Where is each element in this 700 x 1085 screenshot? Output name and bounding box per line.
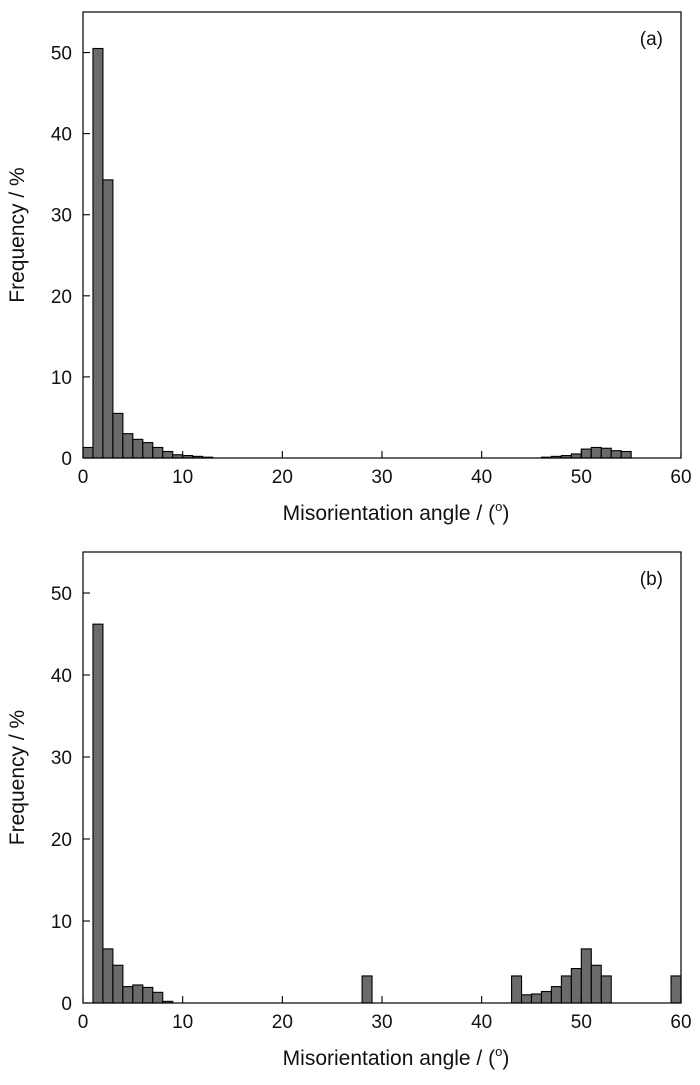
bar-b-2	[112, 964, 124, 1004]
bar-a-6	[142, 442, 154, 459]
bar-b-6	[152, 991, 164, 1004]
bar-b-17	[590, 964, 602, 1004]
bar-b-16	[580, 948, 592, 1004]
x-tick-label-a-0: 0	[78, 467, 89, 488]
bar-a-1	[92, 47, 104, 459]
x-axis-title-a: Misorientation angle / (o)	[283, 499, 510, 525]
y-tick-label-b-0: 0	[61, 994, 72, 1015]
y-axis-title-a: Frequency / %	[6, 167, 29, 302]
bar-a-3	[112, 412, 124, 459]
histogram-chart-a: 0 10 20 30 40 50 60 0 10 20 30 40 50 Misorientation a…	[6, 11, 692, 525]
panel-label-a: (a)	[640, 29, 663, 50]
x-tick-label-a-4: 40	[471, 467, 492, 488]
y-tick-label-b-1: 10	[51, 912, 72, 933]
bar-b-3	[122, 986, 134, 1004]
x-tick-label-b-5: 50	[571, 1012, 592, 1033]
bar-a-16	[570, 453, 582, 459]
x-tick-label-b-2: 20	[272, 1012, 293, 1033]
y-tick-label-a-0: 0	[61, 449, 72, 470]
bar-b-13	[550, 986, 562, 1004]
histogram-chart-b: 0 10 20 30 40 50 60 0 10 20 30 40 50 Misorientation a…	[6, 551, 692, 1070]
x-tick-label-b-6: 60	[670, 1012, 691, 1033]
bar-b-15	[570, 968, 582, 1004]
bar-b-4	[132, 984, 144, 1004]
bar-a-7	[152, 446, 164, 459]
bar-b-19	[670, 975, 682, 1004]
y-tick-label-b-2: 20	[51, 830, 72, 851]
bar-a-5	[132, 438, 144, 459]
x-tick-label-a-1: 10	[172, 467, 193, 488]
y-axis-title-b: Frequency / %	[6, 710, 29, 845]
bar-a-2	[102, 179, 114, 459]
bar-b-14	[560, 975, 572, 1004]
x-tick-label-b-4: 40	[471, 1012, 492, 1033]
bar-b-0	[92, 623, 104, 1004]
bar-b-1	[102, 948, 114, 1004]
plot-frame-a	[82, 11, 682, 459]
plot-frame-b	[82, 551, 682, 1004]
bar-a-20	[610, 450, 622, 459]
x-tick-label-b-3: 30	[371, 1012, 392, 1033]
y-tick-label-a-3: 30	[51, 206, 72, 227]
bar-b-11	[530, 993, 543, 1004]
bar-b-8	[361, 975, 373, 1004]
bar-b-12	[540, 990, 552, 1004]
x-tick-label-a-5: 50	[571, 467, 592, 488]
bar-a-8	[162, 450, 174, 459]
y-tick-label-b-4: 40	[51, 666, 72, 687]
y-tick-label-a-2: 20	[51, 287, 72, 308]
y-tick-label-b-5: 50	[51, 584, 72, 605]
x-tick-label-a-2: 20	[272, 467, 293, 488]
y-tick-label-a-1: 10	[51, 368, 72, 389]
x-tick-label-a-6: 60	[670, 467, 691, 488]
bar-b-18	[600, 975, 612, 1004]
x-tick-label-b-1: 10	[172, 1012, 193, 1033]
bar-a-21	[620, 450, 632, 459]
bar-a-19	[600, 447, 612, 459]
x-tick-label-a-3: 30	[371, 467, 392, 488]
bar-a-4	[122, 433, 134, 459]
bar-a-18	[590, 446, 602, 459]
y-tick-label-b-3: 30	[51, 748, 72, 769]
bar-b-9	[511, 975, 523, 1004]
bar-a-17	[580, 448, 592, 459]
y-tick-label-a-5: 50	[51, 44, 72, 65]
x-tick-label-b-0: 0	[78, 1012, 89, 1033]
panel-label-b: (b)	[640, 569, 663, 590]
x-axis-title-b: Misorientation angle / (o)	[283, 1044, 510, 1070]
bar-b-10	[520, 994, 533, 1004]
y-tick-label-a-4: 40	[51, 125, 72, 146]
bar-b-5	[142, 986, 154, 1004]
bar-a-0	[82, 446, 94, 459]
